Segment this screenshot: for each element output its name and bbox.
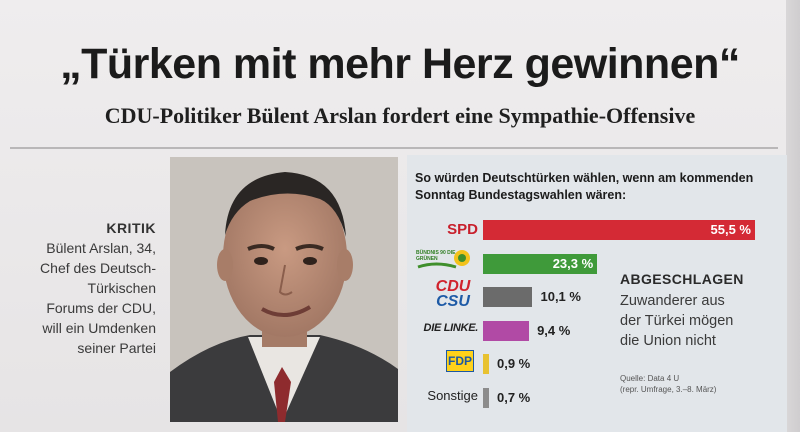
cdu-csu-logo: CDU CSU [428,279,478,311]
caption-line: Chef des Deutsch- [40,260,156,276]
side-text: Zuwanderer aus der Türkei mögen die Unio… [620,291,785,351]
chart-panel [407,155,787,432]
caption-line: seiner Partei [77,340,156,356]
label-spd: SPD [447,221,478,238]
photo-caption: KRITIK Bülent Arslan, 34, Chef des Deuts… [6,218,156,358]
side-title: ABGESCHLAGEN [620,271,744,287]
bar-1 [483,254,598,274]
source-line: (repr. Umfrage, 3.–8. März) [620,385,717,394]
bar-5 [483,388,489,408]
bar-value-label: 10,1 % [540,289,581,304]
bar-value-label: 9,4 % [537,323,571,338]
gruene-logo-text: BÜNDNIS 90 DIE GRÜNEN [416,250,456,262]
label-sonstige: Sonstige [427,388,478,403]
side-line: die Union nicht [620,333,716,349]
bar-value-label: 55,5 % [710,222,751,237]
csu-logo-text: CSU [436,293,470,310]
source-note: Quelle: Data 4 U (repr. Umfrage, 3.–8. M… [620,373,785,395]
bar-3 [483,321,530,341]
side-line: der Türkei mögen [620,313,734,329]
side-line: Zuwanderer aus [620,293,725,309]
chart-title: So würden Deutschtürken wählen, wenn am … [415,171,754,202]
caption-line: will ein Umdenken [42,320,156,336]
bar-value-label: 0,9 % [497,356,531,371]
label-linke: DIE LINKE. [423,322,479,334]
caption-kicker: KRITIK [106,220,156,236]
bar-4 [483,354,489,374]
fdp-logo-text: FDP [448,354,472,368]
page-edge [786,0,800,432]
gruene-logo: BÜNDNIS 90 DIE GRÜNEN [416,247,476,273]
caption-line: Forums der CDU, [46,300,156,316]
headline: „Türken mit mehr Herz gewinnen“ [60,40,740,88]
caption-line: Türkischen [87,280,156,296]
portrait-illustration [170,157,398,422]
bar-value-label: 0,7 % [497,390,531,405]
divider [10,147,778,149]
source-line: Quelle: Data 4 U [620,374,680,383]
sunflower-icon [417,250,470,269]
caption-line: Bülent Arslan, 34, [46,240,156,256]
portrait-photo [170,157,398,422]
cdu-logo-text: CDU [435,278,471,295]
bar-2 [483,287,533,307]
bar-value-label: 23,3 % [552,256,594,271]
bar-0 [483,220,755,240]
fdp-logo: FDP [446,350,474,372]
subheadline: CDU-Politiker Bülent Arslan fordert eine… [104,103,696,128]
